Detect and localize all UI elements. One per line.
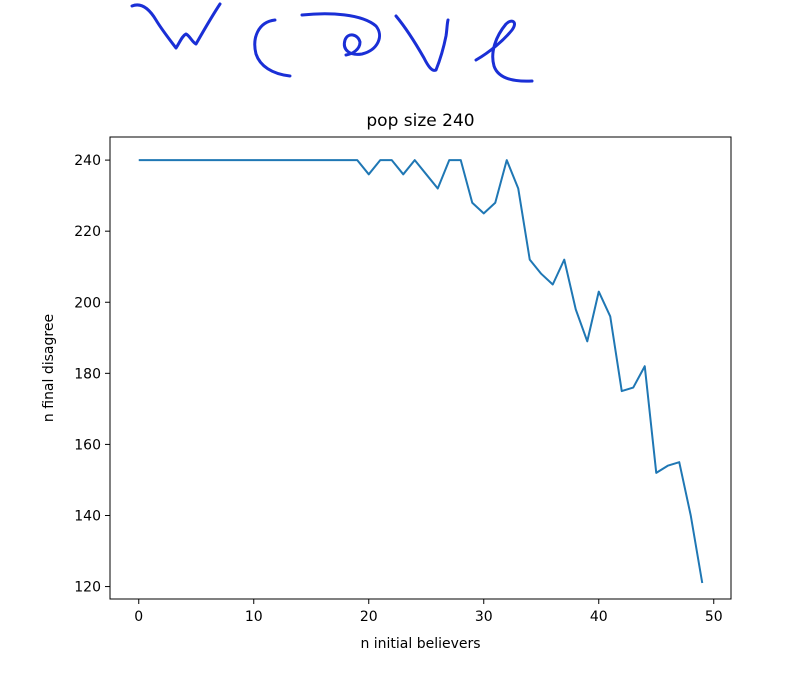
data-point	[345, 159, 347, 161]
data-point	[333, 159, 335, 161]
x-axis-label: n initial believers	[360, 636, 480, 652]
x-tick-label: 0	[134, 609, 143, 625]
data-point	[195, 159, 197, 161]
data-point	[172, 159, 174, 161]
data-point	[356, 159, 358, 161]
data-point	[207, 159, 209, 161]
data-point	[644, 365, 646, 367]
data-point	[138, 159, 140, 161]
data-point	[598, 291, 600, 293]
data-point	[540, 273, 542, 275]
y-tick-label: 220	[74, 224, 101, 240]
data-point	[517, 188, 519, 190]
x-axis-ticks: 0 10 20 30 40 50	[134, 599, 723, 625]
data-point	[161, 159, 163, 161]
data-point	[506, 159, 508, 161]
handwritten-annotation	[130, 2, 534, 83]
data-point	[414, 159, 416, 161]
data-point	[678, 461, 680, 463]
data-point	[299, 159, 301, 161]
data-point	[655, 472, 657, 474]
data-point	[218, 159, 220, 161]
handwritten-letter-a-loop	[300, 12, 381, 57]
y-tick-label: 200	[74, 295, 101, 311]
y-axis-ticks: 120 140 160 180 200 220 240	[74, 153, 110, 596]
data-point	[632, 387, 634, 389]
y-tick-label: 180	[74, 366, 101, 382]
data-point	[483, 212, 485, 214]
x-tick-label: 10	[245, 609, 263, 625]
data-point	[586, 340, 588, 342]
y-tick-label: 140	[74, 508, 101, 524]
x-tick-label: 50	[705, 609, 723, 625]
y-tick-label: 120	[74, 580, 101, 596]
data-point	[448, 159, 450, 161]
data-point	[379, 159, 381, 161]
series-line	[138, 159, 704, 584]
data-point	[149, 159, 151, 161]
x-tick-label: 30	[475, 609, 493, 625]
x-tick-label: 40	[590, 609, 608, 625]
data-point	[667, 465, 669, 467]
line-chart: 0 10 20 30 40 50 120 140 160 180 200 220 240 pop si…	[41, 111, 732, 652]
data-point	[621, 390, 623, 392]
data-point	[701, 582, 703, 584]
data-point	[264, 159, 266, 161]
data-point	[690, 514, 692, 516]
y-tick-label: 160	[74, 437, 101, 453]
data-point	[241, 159, 243, 161]
data-point	[322, 159, 324, 161]
data-point	[425, 173, 427, 175]
data-point	[552, 283, 554, 285]
data-point	[402, 173, 404, 175]
data-point	[391, 159, 393, 161]
data-point	[310, 159, 312, 161]
chart-title: pop size 240	[366, 111, 474, 131]
data-point	[276, 159, 278, 161]
data-point	[230, 159, 232, 161]
handwritten-letter-v	[394, 14, 450, 72]
data-point	[437, 188, 439, 190]
data-point	[494, 202, 496, 204]
x-tick-label: 20	[360, 609, 378, 625]
data-point	[609, 315, 611, 317]
data-point	[471, 202, 473, 204]
handwritten-letter-w	[130, 2, 222, 50]
data-point	[287, 159, 289, 161]
handwritten-letter-a-arc	[253, 18, 292, 78]
data-point	[460, 159, 462, 161]
plot-frame	[109, 136, 732, 600]
y-tick-label: 240	[74, 153, 101, 169]
data-point	[368, 173, 370, 175]
data-point	[563, 259, 565, 261]
data-point	[529, 259, 531, 261]
data-point	[253, 159, 255, 161]
series-layer	[138, 159, 704, 584]
data-point	[184, 159, 186, 161]
data-point	[575, 308, 577, 310]
handwritten-letter-e	[474, 19, 534, 83]
y-axis-label: n final disagree	[41, 314, 57, 422]
